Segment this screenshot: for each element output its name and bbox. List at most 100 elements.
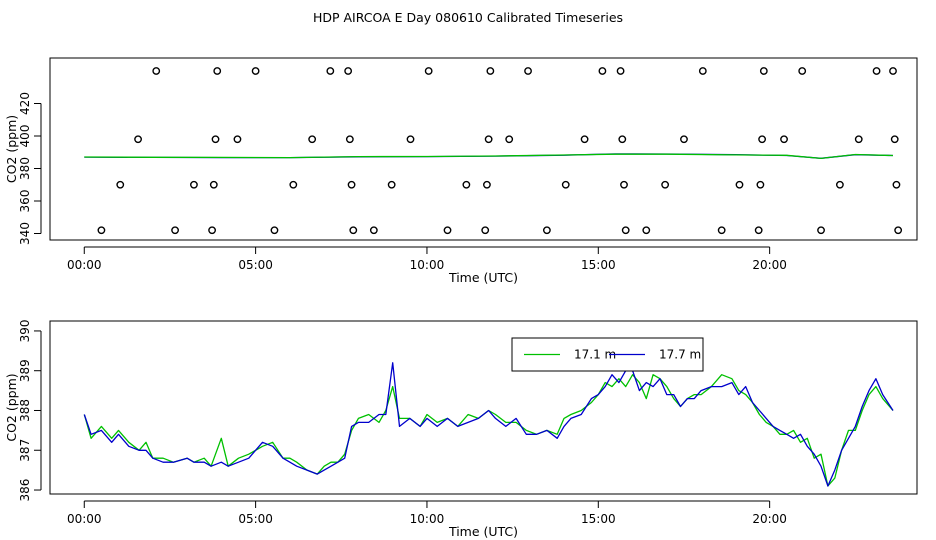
top-marker-point (347, 180, 356, 189)
top-marker-point (481, 226, 490, 235)
top-marker-point (598, 67, 607, 75)
bottom-series-line-17-7-m (83, 362, 894, 487)
bottom-x-tick-label: 15:00 (581, 512, 616, 526)
bottom-y-axis: 386 387 388 389 390 CO2 (ppm) (4, 319, 42, 502)
top-marker-point (580, 135, 589, 144)
top-marker-point (872, 67, 881, 75)
bottom-y-tick-label: 387 (18, 439, 32, 462)
bottom-plot-frame (49, 320, 918, 495)
top-marker-point (152, 67, 161, 75)
bottom-series-line-17-1-m (83, 374, 894, 487)
top-marker-point (424, 67, 433, 75)
bottom-legend-label: 17.1 m (574, 348, 616, 362)
top-marker-point (618, 135, 627, 144)
bottom-y-tick-label: 388 (18, 399, 32, 422)
top-marker-point (233, 135, 242, 144)
top-marker-point (270, 226, 279, 235)
top-marker-point (308, 135, 317, 144)
top-marker-point (326, 67, 335, 75)
top-marker-point (758, 135, 767, 144)
top-marker-point (854, 135, 863, 144)
top-y-tick-label: 360 (18, 190, 32, 213)
top-marker-point (835, 180, 844, 189)
top-marker-point (798, 67, 807, 75)
top-marker-point (97, 226, 106, 235)
top-marker-point (486, 67, 495, 75)
top-marker-point (680, 135, 688, 144)
top-x-axis: 00:00 05:00 10:00 15:00 20:00 Time (UTC) (67, 246, 787, 285)
bottom-x-tick-label: 05:00 (238, 512, 273, 526)
top-marker-point (116, 180, 125, 189)
top-marker-point (349, 226, 358, 235)
top-panel-co2-calibration: 00:00 05:00 10:00 15:00 20:00 Time (UTC) 340 36… (4, 57, 918, 285)
top-marker-point (616, 67, 625, 75)
top-marker-point (211, 135, 220, 144)
bottom-x-axis-title: Time (UTC) (448, 524, 518, 539)
top-x-tick-label: 20:00 (752, 258, 787, 272)
bottom-x-tick-label: 00:00 (67, 512, 102, 526)
top-marker-point (621, 226, 630, 235)
top-marker-point (894, 226, 903, 235)
bottom-x-axis: 00:00 05:00 10:00 15:00 20:00 Time (UTC) (67, 500, 787, 539)
top-marker-point (213, 67, 222, 75)
top-marker-point (289, 180, 298, 189)
bottom-x-tick-label: 20:00 (752, 512, 787, 526)
top-marker-group (97, 67, 903, 235)
top-marker-point (780, 135, 788, 144)
top-marker-point (542, 226, 551, 235)
bottom-legend-label: 17.7 m (659, 348, 701, 362)
bottom-y-tick-label: 386 (18, 479, 32, 502)
top-marker-point (717, 226, 726, 235)
top-marker-point (171, 226, 179, 235)
top-marker-point (661, 180, 670, 189)
top-marker-point (209, 180, 218, 189)
bottom-y-axis-title: CO2 (ppm) (4, 373, 19, 441)
top-marker-point (134, 135, 142, 144)
bottom-y-tick-label: 389 (18, 359, 32, 382)
top-marker-point (620, 180, 628, 189)
top-x-tick-label: 05:00 (238, 258, 273, 272)
top-marker-point (345, 135, 354, 144)
top-x-tick-label: 15:00 (581, 258, 616, 272)
top-plot-frame (49, 57, 918, 241)
top-marker-point (756, 180, 765, 189)
top-marker-point (561, 180, 570, 189)
bottom-legend: 17.1 m 17.7 m (511, 337, 704, 372)
top-y-axis-title: CO2 (ppm) (4, 115, 19, 183)
top-marker-point (642, 226, 651, 235)
bottom-series-group (83, 362, 894, 487)
top-marker-point (344, 67, 353, 75)
top-marker-point (754, 226, 763, 235)
top-marker-point (387, 180, 396, 189)
top-marker-point (524, 67, 532, 75)
top-marker-point (484, 135, 493, 144)
top-series-group (84, 153, 894, 160)
top-x-axis-title: Time (UTC) (448, 270, 518, 285)
top-marker-point (406, 135, 415, 144)
top-marker-point (208, 226, 216, 235)
top-marker-point (889, 67, 897, 75)
top-y-tick-label: 340 (18, 222, 32, 245)
top-marker-point (369, 226, 378, 235)
top-y-tick-label: 400 (18, 125, 32, 148)
top-marker-point (759, 67, 768, 75)
bottom-y-tick-label: 390 (18, 319, 32, 342)
top-marker-point (817, 226, 825, 235)
top-x-tick-label: 10:00 (410, 258, 445, 272)
top-series-line-1 (84, 153, 894, 160)
bottom-x-tick-label: 10:00 (410, 512, 445, 526)
top-marker-point (735, 180, 744, 189)
top-marker-point (890, 135, 899, 144)
top-marker-point (698, 67, 707, 75)
top-marker-point (251, 67, 260, 75)
top-marker-point (505, 135, 514, 144)
top-x-tick-label: 00:00 (67, 258, 102, 272)
top-marker-point (483, 180, 491, 189)
top-marker-point (462, 180, 471, 189)
top-marker-point (443, 226, 452, 235)
top-marker-point (892, 180, 901, 189)
top-y-tick-label: 420 (18, 92, 32, 115)
